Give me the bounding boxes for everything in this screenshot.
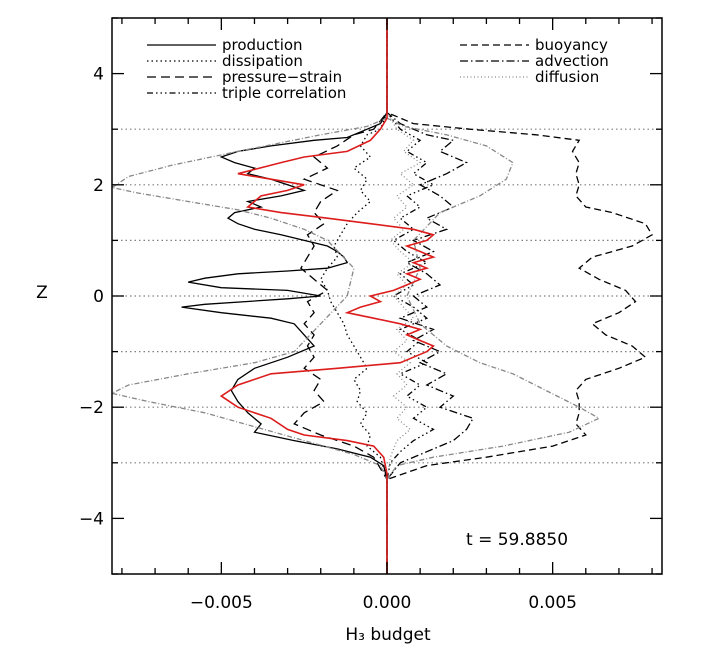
series-8 xyxy=(386,18,601,574)
legend-label: production xyxy=(222,36,303,54)
series-advection xyxy=(386,18,475,574)
series-layer xyxy=(110,18,654,574)
legend-label: triple correlation xyxy=(222,84,346,102)
legend-label: pressure−strain xyxy=(222,68,342,86)
x-tick-label: 0.005 xyxy=(528,593,577,613)
legend-label: buoyancy xyxy=(535,36,608,54)
axis-ticks xyxy=(112,17,662,575)
y-tick-label: 2 xyxy=(93,176,104,196)
x-tick-label: 0.000 xyxy=(363,593,412,613)
y-axis-label: Z xyxy=(36,283,48,303)
tick-labels: −0.005 0.000 0.005 −4 −2 0 2 4 xyxy=(79,65,577,613)
y-tick-label: 0 xyxy=(93,287,104,307)
reference-lines xyxy=(112,128,662,464)
legend-label: advection xyxy=(535,52,609,70)
series-9 xyxy=(219,18,436,574)
series-7 xyxy=(110,18,388,574)
time-annotation: t = 59.8850 xyxy=(466,530,568,550)
legend: productiondissipationpressure−straintrip… xyxy=(147,36,609,102)
x-tick-label: −0.005 xyxy=(190,593,253,613)
y-tick-label: 4 xyxy=(93,65,104,85)
legend-label: diffusion xyxy=(535,68,599,86)
series-dissipation xyxy=(319,18,388,574)
x-axis-label: H₃ budget xyxy=(345,625,431,645)
series-pressure-strain xyxy=(293,18,388,574)
series-production xyxy=(181,18,388,574)
series-triple-correlation xyxy=(386,18,435,574)
y-tick-label: −4 xyxy=(79,509,104,529)
y-tick-label: −2 xyxy=(79,398,104,418)
legend-label: dissipation xyxy=(222,52,303,70)
